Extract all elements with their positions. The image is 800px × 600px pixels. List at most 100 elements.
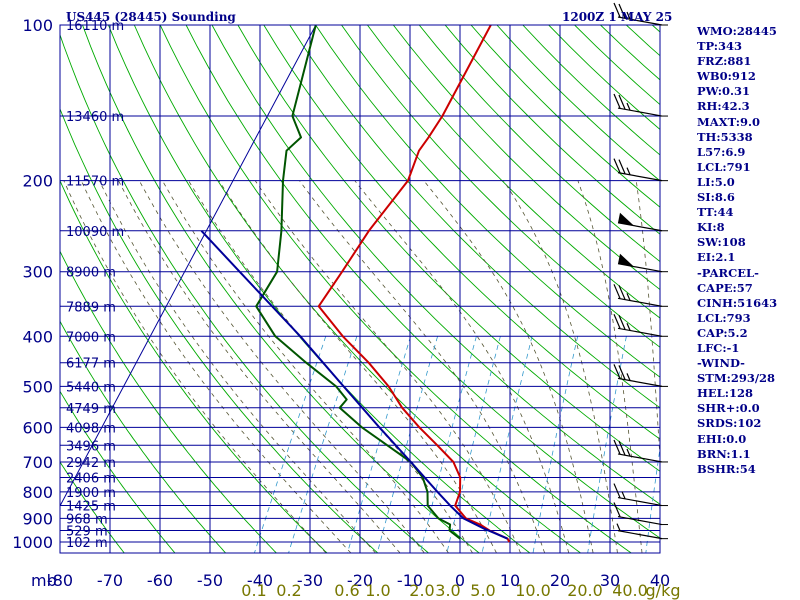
temperature-tick-label: -30: [297, 571, 323, 590]
temperature-tick-label: 20: [550, 571, 570, 590]
dry-adiabat: [133, 25, 581, 553]
moist-adiabat: [503, 180, 618, 553]
stat-item: PW:0.31: [697, 84, 751, 99]
dry-adiabat: [60, 33, 429, 553]
stat-item: CINH:51643: [697, 295, 778, 310]
pressure-tick-label: 400: [22, 327, 53, 346]
dry-adiabat: [60, 390, 176, 553]
height-label: 3496 m: [66, 439, 116, 454]
mixing-ratio-label: 5.0: [470, 581, 495, 600]
moist-adiabat: [299, 180, 545, 553]
stability-indices: WMO:28445 TP:343 FRZ:881 WB0:912 PW:0.31 RH:4…: [697, 24, 777, 477]
dry-adiabat: [315, 25, 660, 378]
pressure-tick-label: 1000: [12, 533, 53, 552]
pressure-tick-label: 200: [22, 172, 53, 191]
stat-item: WMO:28445: [697, 24, 777, 38]
moist-adiabat: [354, 180, 570, 553]
pressure-tick-label: 600: [22, 418, 53, 437]
temperature-tick-label: -50: [197, 571, 223, 590]
temperature-tick-label: -80: [47, 571, 73, 590]
wind-barb: [613, 284, 668, 307]
mixing-ratio-line: [254, 336, 327, 553]
stat-item: KI:8: [697, 220, 725, 235]
sounding-datetime: 1200Z 1 MAY 25: [562, 10, 673, 24]
stat-item: CAPE:57: [697, 280, 753, 295]
dry-adiabat: [237, 25, 660, 472]
height-label: 8900 m: [66, 266, 116, 281]
stat-item: BSHR:54: [697, 461, 756, 476]
pressure-tick-label: 300: [22, 263, 53, 282]
wind-barb: [617, 212, 668, 232]
stat-item: LCL:793: [697, 310, 751, 325]
height-label: 968 m: [66, 512, 108, 527]
stat-item: EHI:0.0: [697, 431, 747, 446]
pressure-tick-label: 900: [22, 509, 53, 528]
temperature-axis: mb-80 -70 -60 -50 -40 -30 -20 -10 0 10 20 30 40: [31, 571, 670, 590]
mixing-ratio-line: [645, 445, 660, 553]
mixing-ratio-line: [347, 336, 411, 553]
wind-barb: [613, 364, 668, 387]
background-lines: [60, 25, 660, 553]
height-label: 16110 m: [66, 19, 124, 34]
temperature-tick-label: -40: [247, 571, 273, 590]
dry-adiabat: [60, 179, 328, 553]
moist-adiabat: [254, 180, 521, 553]
wind-barb: [617, 253, 668, 273]
dry-adiabat: [185, 25, 660, 539]
station-title: US445 (28445) Sounding: [66, 10, 236, 24]
wind-barb: [613, 314, 668, 337]
height-label: 529 m: [66, 525, 108, 540]
wind-barb: [613, 483, 668, 507]
mixing-ratio-label: 1.0: [365, 581, 390, 600]
moist-adiabat: [118, 180, 401, 553]
stat-item: CAP:5.2: [697, 325, 748, 340]
plot-frame: [59, 24, 661, 554]
pressure-axis: 100 200 300 400 500 600 700 800 900 1000: [12, 16, 53, 552]
height-labels: 16110 m 13460 m 11570 m 10090 m 8900 m 7889 m…: [66, 19, 124, 551]
mixing-ratio-label: 0.2: [276, 581, 301, 600]
wind-barb: [613, 439, 668, 463]
dry-adiabat: [60, 107, 379, 553]
stat-item: TH:5338: [697, 129, 753, 144]
mixing-ratio-axis: 0.1 0.2 0.6 1.0 2.0 3.0 5.0 10.0 20.0 40.0g/kg: [241, 581, 680, 600]
stat-item: TT:44: [697, 205, 734, 220]
mixing-ratio-line: [446, 336, 501, 553]
moist-adiabat: [63, 180, 327, 553]
height-label: 2942 m: [66, 456, 116, 471]
stat-item: WB0:912: [697, 69, 756, 84]
height-label: 1900 m: [66, 486, 116, 501]
stat-item: SHR+:0.0: [697, 401, 760, 416]
dry-adiabat: [159, 25, 632, 553]
parcel-trace: [200, 230, 508, 540]
wind-barb: [613, 93, 668, 117]
dry-adiabat: [60, 461, 125, 553]
moist-adiabat: [138, 180, 425, 553]
height-label: 11570 m: [66, 175, 124, 190]
mixing-ratio-label: 0.6: [334, 581, 359, 600]
moist-adiabat: [635, 180, 660, 464]
height-label: 6177 m: [66, 357, 116, 372]
wind-barb: [613, 502, 668, 526]
height-label: 2406 m: [66, 471, 116, 486]
temperature-tick-label: -70: [97, 571, 123, 590]
stat-item: SW:108: [697, 235, 746, 250]
dry-adiabat: [341, 25, 660, 348]
pressure-unit-label: mb: [31, 571, 57, 590]
temperature-tick-label: 30: [600, 571, 620, 590]
dry-adiabat: [367, 25, 660, 319]
stat-item: L57:6.9: [697, 144, 746, 159]
temperature-tick-label: 0: [455, 571, 465, 590]
stat-item: MAXT:9.0: [697, 114, 760, 129]
stat-item: -PARCEL-: [697, 265, 759, 280]
pressure-tick-label: 700: [22, 453, 53, 472]
wind-barbs: [613, 2, 668, 540]
moist-adiabat: [188, 180, 473, 553]
pressure-tick-label: 100: [22, 16, 53, 35]
stat-item: TP:343: [697, 39, 743, 54]
dry-adiabat: [392, 25, 660, 291]
mixing-ratio-line: [376, 336, 438, 553]
height-label: 7889 m: [66, 300, 116, 315]
height-label: 13460 m: [66, 110, 124, 125]
stat-item: RH:42.3: [697, 99, 750, 114]
